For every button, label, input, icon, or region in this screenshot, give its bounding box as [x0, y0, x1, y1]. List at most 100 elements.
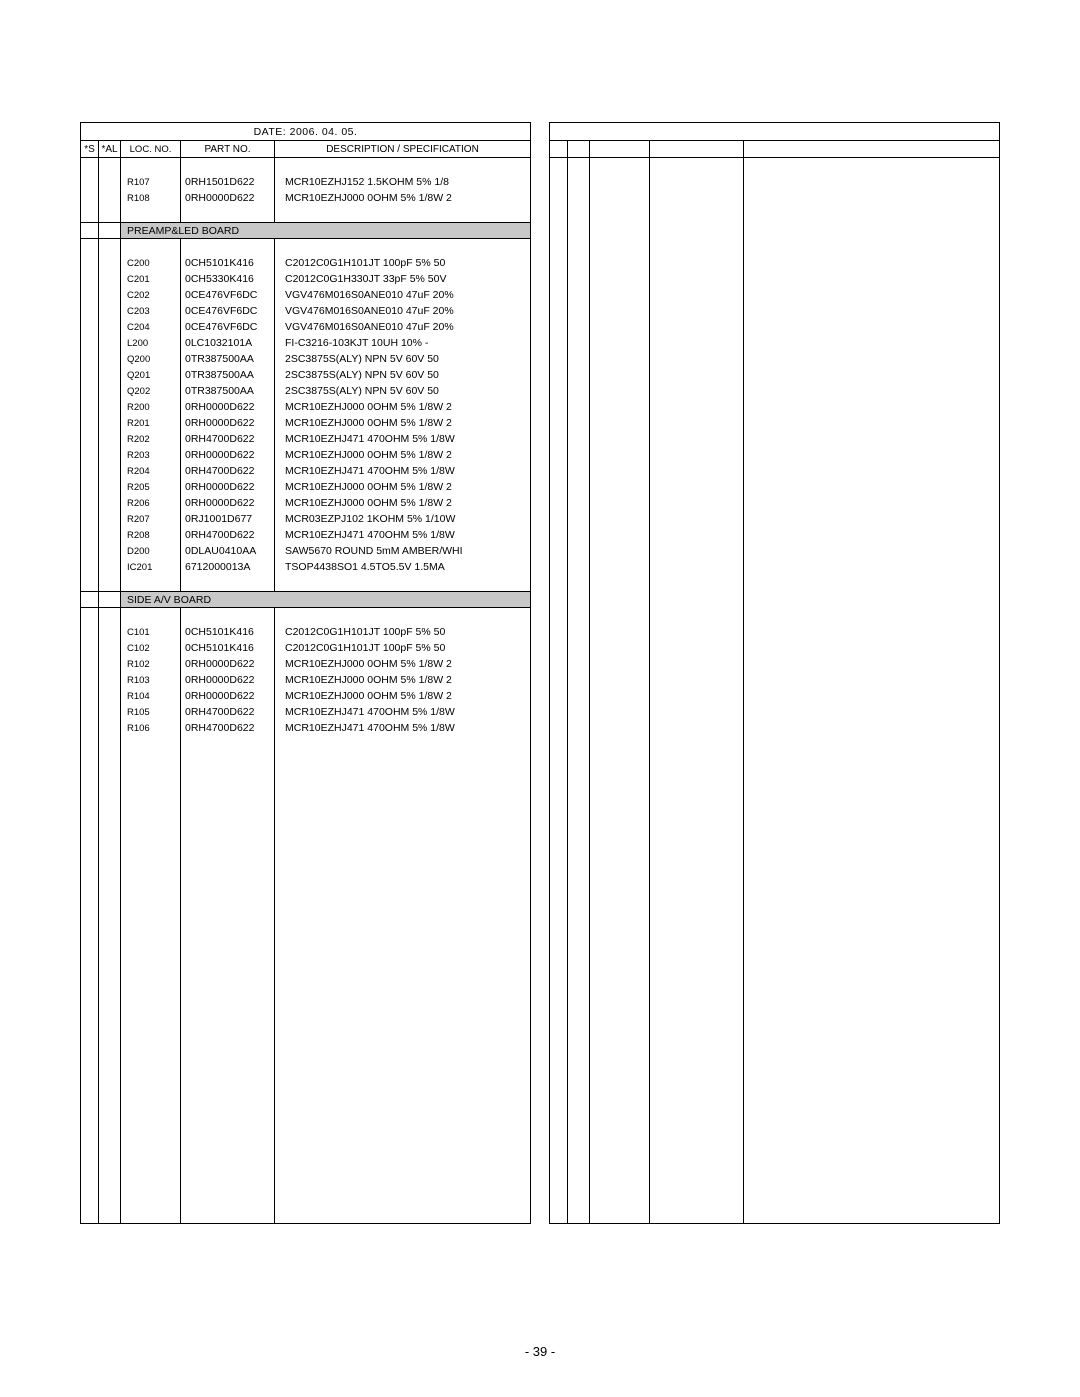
cell-desc: MCR10EZHJ000 0OHM 5% 1/8W 2	[275, 674, 530, 686]
spacer-row	[81, 158, 530, 174]
cell-part: 0CH5330K416	[181, 273, 275, 285]
cell-loc: C202	[121, 290, 181, 301]
cell-part: 0RH0000D622	[181, 497, 275, 509]
cell-part: 0TR387500AA	[181, 353, 275, 365]
cell-desc: MCR10EZHJ000 0OHM 5% 1/8W 2	[275, 690, 530, 702]
cell-part: 0RH0000D622	[181, 192, 275, 204]
cell-desc: TSOP4438SO1 4.5TO5.5V 1.5MA	[275, 561, 530, 573]
section-row: SIDE A/V BOARD	[81, 591, 530, 608]
col-header-part	[650, 141, 744, 157]
right-column	[549, 122, 1000, 1224]
col-header-desc	[744, 141, 999, 157]
cell-part: 0LC1032101A	[181, 337, 275, 349]
col-header-al: *AL	[99, 141, 121, 157]
table-row: Q2020TR387500AA2SC3875S(ALY) NPN 5V 60V …	[81, 383, 530, 399]
cell-part: 0CE476VF6DC	[181, 289, 275, 301]
cell-desc: MCR10EZHJ471 470OHM 5% 1/8W	[275, 433, 530, 445]
cell-desc: 2SC3875S(ALY) NPN 5V 60V 50	[275, 369, 530, 381]
cell-part: 0RH0000D622	[181, 449, 275, 461]
table-row: R2000RH0000D622MCR10EZHJ000 0OHM 5% 1/8W…	[81, 399, 530, 415]
section-label: PREAMP&LED BOARD	[121, 225, 530, 237]
cell-part: 0DLAU0410AA	[181, 545, 275, 557]
table-row: C2010CH5330K416C2012C0G1H330JT 33pF 5% 5…	[81, 271, 530, 287]
table-row: Q2010TR387500AA2SC3875S(ALY) NPN 5V 60V …	[81, 367, 530, 383]
cell-desc: FI-C3216-103KJT 10UH 10% -	[275, 337, 530, 349]
cell-part: 6712000013A	[181, 561, 275, 573]
cell-loc: L200	[121, 338, 181, 349]
cell-desc: MCR10EZHJ000 0OHM 5% 1/8W 2	[275, 417, 530, 429]
table-row: R2010RH0000D622MCR10EZHJ000 0OHM 5% 1/8W…	[81, 415, 530, 431]
cell-loc: R108	[121, 193, 181, 204]
table-row: R2040RH4700D622MCR10EZHJ471 470OHM 5% 1/…	[81, 463, 530, 479]
cell-loc: R205	[121, 482, 181, 493]
table-row: C2040CE476VF6DCVGV476M016S0ANE010 47uF 2…	[81, 319, 530, 335]
table-row: R1040RH0000D622MCR10EZHJ000 0OHM 5% 1/8W…	[81, 688, 530, 704]
table-row: R2030RH0000D622MCR10EZHJ000 0OHM 5% 1/8W…	[81, 447, 530, 463]
spacer-row	[81, 575, 530, 591]
cell-loc: C201	[121, 274, 181, 285]
table-header-right	[550, 141, 999, 158]
table-row: R2060RH0000D622MCR10EZHJ000 0OHM 5% 1/8W…	[81, 495, 530, 511]
table-row: C1020CH5101K416C2012C0G1H101JT 100pF 5% …	[81, 640, 530, 656]
cell-part: 0RH4700D622	[181, 722, 275, 734]
table-row: R1070RH1501D622MCR10EZHJ152 1.5KOHM 5% 1…	[81, 174, 530, 190]
cell-loc: R106	[121, 723, 181, 734]
cell-loc: Q202	[121, 386, 181, 397]
cell-desc: MCR10EZHJ471 470OHM 5% 1/8W	[275, 529, 530, 541]
table-row: L2000LC1032101AFI-C3216-103KJT 10UH 10% …	[81, 335, 530, 351]
cell-loc: R201	[121, 418, 181, 429]
col-header-desc: DESCRIPTION / SPECIFICATION	[275, 141, 530, 157]
cell-loc: R103	[121, 675, 181, 686]
cell-loc: R206	[121, 498, 181, 509]
cell-loc: IC201	[121, 562, 181, 573]
page: DATE: 2006. 04. 05. *S *AL LOC. NO. PART…	[0, 0, 1080, 1397]
cell-part: 0RH4700D622	[181, 706, 275, 718]
cell-part: 0TR387500AA	[181, 385, 275, 397]
page-number: - 39 -	[0, 1344, 1080, 1359]
cell-desc: C2012C0G1H101JT 100pF 5% 50	[275, 257, 530, 269]
table-row: Q2000TR387500AA2SC3875S(ALY) NPN 5V 60V …	[81, 351, 530, 367]
table-row: R2020RH4700D622MCR10EZHJ471 470OHM 5% 1/…	[81, 431, 530, 447]
spacer-row	[81, 206, 530, 222]
grid-lines	[550, 158, 999, 1223]
cell-desc: MCR10EZHJ471 470OHM 5% 1/8W	[275, 722, 530, 734]
cell-desc: MCR10EZHJ471 470OHM 5% 1/8W	[275, 706, 530, 718]
cell-part: 0CE476VF6DC	[181, 321, 275, 333]
cell-loc: D200	[121, 546, 181, 557]
left-column: DATE: 2006. 04. 05. *S *AL LOC. NO. PART…	[80, 122, 531, 1224]
table-row: C2020CE476VF6DCVGV476M016S0ANE010 47uF 2…	[81, 287, 530, 303]
cell-part: 0RJ1001D677	[181, 513, 275, 525]
date-row-right	[550, 123, 999, 141]
cell-desc: MCR10EZHJ000 0OHM 5% 1/8W 2	[275, 192, 530, 204]
table-row: R1050RH4700D622MCR10EZHJ471 470OHM 5% 1/…	[81, 704, 530, 720]
cell-desc: MCR10EZHJ152 1.5KOHM 5% 1/8	[275, 176, 530, 188]
cell-part: 0CE476VF6DC	[181, 305, 275, 317]
table-row: R1080RH0000D622MCR10EZHJ000 0OHM 5% 1/8W…	[81, 190, 530, 206]
col-header-s	[550, 141, 568, 157]
table-row: C2000CH5101K416C2012C0G1H101JT 100pF 5% …	[81, 255, 530, 271]
cell-loc: R102	[121, 659, 181, 670]
cell-desc: 2SC3875S(ALY) NPN 5V 60V 50	[275, 385, 530, 397]
col-header-s: *S	[81, 141, 99, 157]
cell-part: 0RH4700D622	[181, 465, 275, 477]
cell-desc: C2012C0G1H330JT 33pF 5% 50V	[275, 273, 530, 285]
cell-loc: C101	[121, 627, 181, 638]
cell-desc: VGV476M016S0ANE010 47uF 20%	[275, 289, 530, 301]
spacer-row	[81, 239, 530, 255]
cell-loc: Q201	[121, 370, 181, 381]
cell-desc: MCR10EZHJ000 0OHM 5% 1/8W 2	[275, 449, 530, 461]
cell-loc: R107	[121, 177, 181, 188]
cell-loc: R203	[121, 450, 181, 461]
table-body-left: R1070RH1501D622MCR10EZHJ152 1.5KOHM 5% 1…	[81, 158, 530, 1223]
section-label: SIDE A/V BOARD	[121, 594, 530, 606]
cell-loc: R208	[121, 530, 181, 541]
cell-part: 0RH0000D622	[181, 674, 275, 686]
cell-loc: C200	[121, 258, 181, 269]
cell-loc: R105	[121, 707, 181, 718]
cell-desc: MCR10EZHJ000 0OHM 5% 1/8W 2	[275, 401, 530, 413]
table-row: R2070RJ1001D677MCR03EZPJ102 1KOHM 5% 1/1…	[81, 511, 530, 527]
cell-part: 0CH5101K416	[181, 626, 275, 638]
cell-part: 0RH0000D622	[181, 658, 275, 670]
cell-part: 0RH4700D622	[181, 433, 275, 445]
cell-desc: MCR10EZHJ000 0OHM 5% 1/8W 2	[275, 497, 530, 509]
